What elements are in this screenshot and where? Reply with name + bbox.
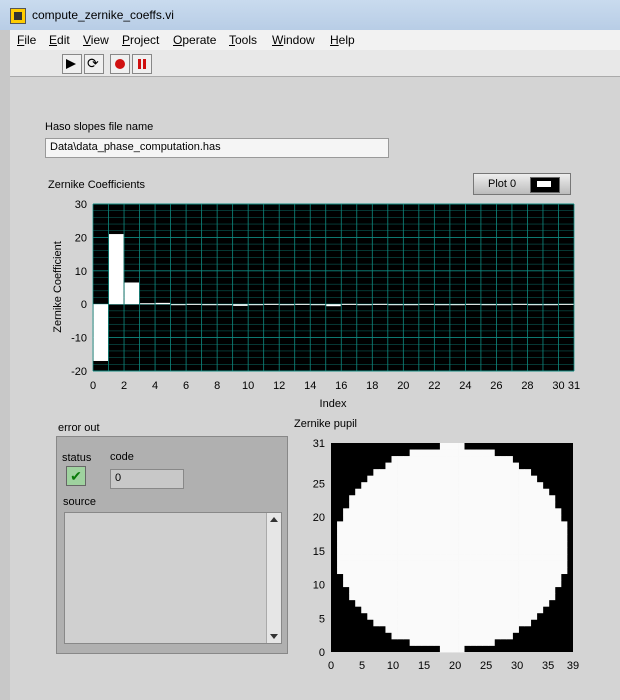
code-label: code (110, 451, 134, 463)
coeffs-graph-title: Zernike Coefficients (48, 179, 146, 191)
pupil-title: Zernike pupil (294, 418, 357, 430)
menu-bar: File Edit View Project Operate Tools Win… (10, 30, 620, 50)
status-check-icon[interactable]: ✔ (66, 466, 86, 486)
menu-view[interactable]: View (83, 33, 109, 47)
haso-path-input[interactable]: Data\data_phase_computation.has (45, 138, 389, 158)
toolbar (10, 50, 620, 77)
code-field[interactable]: 0 (110, 469, 184, 489)
plot-legend[interactable]: Plot 0 (473, 173, 571, 195)
plot-legend-label: Plot 0 (488, 178, 517, 190)
menu-operate[interactable]: Operate (173, 33, 217, 47)
menu-edit[interactable]: Edit (49, 33, 70, 47)
source-label: source (63, 496, 97, 508)
scroll-down-icon[interactable] (270, 634, 278, 639)
source-scrollbar[interactable] (266, 513, 281, 643)
menu-project[interactable]: Project (122, 33, 160, 47)
run-arrow-icon[interactable] (62, 54, 82, 74)
menu-tools[interactable]: Tools (229, 33, 258, 47)
menu-file[interactable]: File (17, 33, 37, 47)
pause-icon[interactable] (132, 54, 152, 74)
menu-window[interactable]: Window (272, 33, 315, 47)
source-textbox[interactable] (64, 512, 282, 644)
window-title: compute_zernike_coeffs.vi (32, 8, 174, 22)
window-titlebar: compute_zernike_coeffs.vi (0, 0, 620, 31)
status-label: status (62, 452, 92, 464)
menu-help[interactable]: Help (330, 33, 355, 47)
scroll-up-icon[interactable] (270, 517, 278, 522)
window-frame-left (0, 30, 10, 700)
run-continuously-icon[interactable] (84, 54, 104, 74)
abort-icon[interactable] (110, 54, 130, 74)
haso-label: Haso slopes file name (45, 121, 154, 133)
error-out-label: error out (58, 422, 100, 434)
labview-vi-icon (10, 8, 26, 24)
plot-style-swatch-icon (530, 177, 560, 193)
